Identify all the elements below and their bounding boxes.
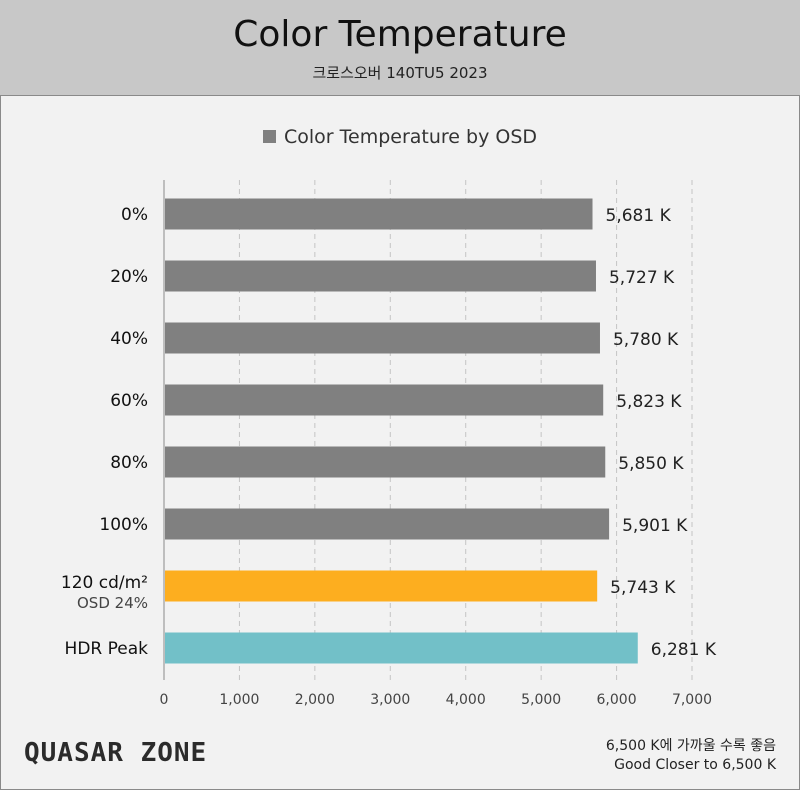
bar bbox=[165, 508, 610, 540]
x-tick-label: 3,000 bbox=[370, 692, 410, 708]
category-label: 20% bbox=[110, 267, 148, 287]
x-tick-label: 5,000 bbox=[521, 692, 561, 708]
category-label: 0% bbox=[121, 205, 148, 225]
chart-title: Color Temperature bbox=[233, 14, 567, 55]
bar-chart: 0 1,000 2,000 3,000 4,000 5,000 6,000 7,000 5,68… bbox=[61, 180, 717, 708]
bar bbox=[165, 198, 593, 230]
bar bbox=[165, 260, 596, 292]
category-label: HDR Peak bbox=[65, 639, 149, 659]
x-tick-label: 0 bbox=[160, 692, 169, 708]
chart-legend: Color Temperature by OSD bbox=[0, 126, 800, 148]
bar bbox=[165, 632, 638, 664]
data-label: 5,727 K bbox=[609, 268, 675, 288]
data-label: 5,743 K bbox=[610, 578, 676, 598]
data-label: 5,850 K bbox=[618, 454, 684, 474]
x-tick-label: 1,000 bbox=[219, 692, 259, 708]
quasarzone-logo: QUASAR ZONE bbox=[24, 738, 208, 768]
data-label: 5,780 K bbox=[613, 330, 679, 350]
category-label: 120 cd/m² bbox=[61, 573, 148, 593]
category-label: 80% bbox=[110, 453, 148, 473]
chart-subtitle: 크로스오버 140TU5 2023 bbox=[312, 64, 488, 82]
x-tick-label: 7,000 bbox=[672, 692, 712, 708]
legend-label: Color Temperature by OSD bbox=[283, 126, 538, 148]
bar bbox=[165, 384, 604, 416]
footnote-korean: 6,500 K에 가까울 수록 좋음 bbox=[605, 738, 776, 754]
category-label: 60% bbox=[110, 391, 148, 411]
footnote: 6,500 K에 가까울 수록 좋음 Good Closer to 6,500 … bbox=[606, 737, 776, 775]
x-tick-label: 2,000 bbox=[295, 692, 335, 708]
chart-header: Color Temperature 크로스오버 140TU5 2023 bbox=[0, 0, 800, 96]
data-label: 5,681 K bbox=[606, 206, 672, 226]
category-sublabel: OSD 24% bbox=[77, 594, 148, 612]
data-label: 6,281 K bbox=[651, 640, 717, 660]
legend-swatch bbox=[262, 130, 276, 143]
footnote-english: Good Closer to 6,500 K bbox=[614, 757, 776, 773]
data-label: 5,823 K bbox=[616, 392, 682, 412]
category-label: 100% bbox=[99, 515, 148, 535]
x-tick-label: 6,000 bbox=[597, 692, 637, 708]
category-label: 40% bbox=[110, 329, 148, 349]
data-label: 5,901 K bbox=[622, 516, 688, 536]
bar bbox=[165, 446, 606, 478]
bar bbox=[165, 570, 598, 602]
bar bbox=[165, 322, 600, 354]
x-tick-label: 4,000 bbox=[446, 692, 486, 708]
